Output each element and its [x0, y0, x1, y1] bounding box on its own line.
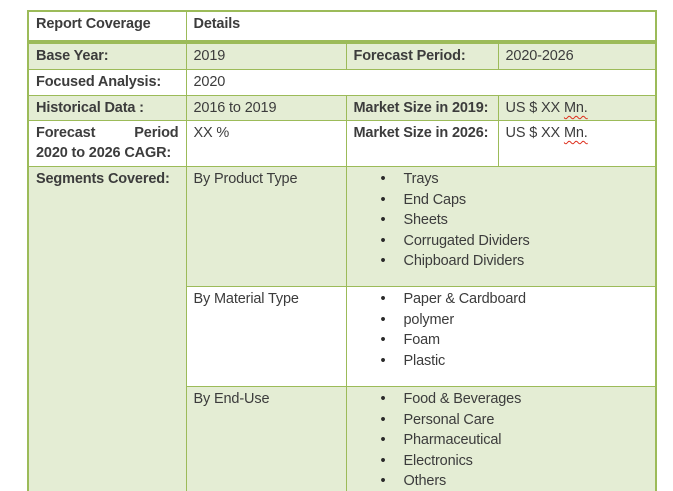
- segment-product-type-items: • Trays • End Caps • Sheets • Corrugated Div…: [345, 166, 657, 287]
- spellcheck-word: Mn.: [563, 100, 588, 116]
- segments-end-use-row: By End-Use • Food & Beverages • Personal C…: [28, 386, 657, 491]
- list-item-label: Trays: [403, 171, 439, 187]
- list-item-label: Others: [403, 473, 447, 489]
- segments-material-type-row: By Material Type • Paper & Cardboard • pol…: [28, 286, 657, 387]
- list-item-label: Chipboard Dividers: [403, 253, 525, 269]
- spellcheck-word: Mn.: [563, 125, 588, 141]
- cagr-label: Forecast Period 2020 to 2026 CAGR:: [27, 120, 187, 167]
- bullet-icon: •: [380, 473, 386, 489]
- list-item: • Paper & Cardboard: [354, 289, 649, 310]
- header-report-coverage: Report Coverage: [27, 10, 187, 44]
- cagr-row: Forecast Period 2020 to 2026 CAGR: XX % …: [27, 120, 657, 167]
- bullet-icon: •: [380, 291, 386, 307]
- cagr-value: XX %: [185, 120, 347, 167]
- bullet-list: • Paper & Cardboard • polymer • Foam • Plast…: [354, 289, 649, 371]
- list-item-label: polymer: [403, 311, 455, 328]
- segment-group-title-material-type: By Material Type: [185, 286, 347, 387]
- report-coverage-table: Report Coverage Details Base Year: 2019 …: [27, 10, 658, 491]
- list-item-label: Plastic: [403, 352, 446, 369]
- segment-material-type-items: • Paper & Cardboard • polymer • Foam • Plast…: [345, 286, 657, 387]
- market-size-2019-amount: US $ XX: [505, 100, 564, 116]
- list-item-label: Personal Care: [403, 411, 495, 428]
- forecast-period-label: Forecast Period:: [345, 41, 499, 70]
- list-item: • Pharmaceutical: [354, 430, 649, 451]
- focused-analysis-row: Focused Analysis: 2020: [27, 69, 657, 96]
- bullet-icon: •: [380, 411, 386, 428]
- historical-data-row: Historical Data : 2016 to 2019 Market Si…: [27, 95, 657, 121]
- market-size-2026-value: US $ XX Mn.: [497, 120, 657, 167]
- bullet-list: • Trays • End Caps • Sheets • Corrugated Div…: [354, 169, 649, 272]
- bullet-icon: •: [380, 352, 386, 369]
- list-item-label: Foam: [403, 332, 441, 348]
- segment-group-title-product-type: By Product Type: [185, 166, 347, 287]
- market-size-2026-amount: US $ XX: [505, 125, 564, 141]
- forecast-period-value: 2020-2026: [497, 41, 657, 70]
- bullet-icon: •: [380, 452, 386, 469]
- list-item-label: Food & Beverages: [403, 391, 522, 407]
- historical-data-value: 2016 to 2019: [185, 95, 347, 121]
- list-item: • End Caps: [354, 190, 649, 211]
- bullet-icon: •: [380, 191, 386, 208]
- list-item-label: Pharmaceutical: [403, 432, 502, 448]
- list-item: • Plastic: [354, 351, 649, 372]
- list-item-label: Sheets: [403, 212, 448, 228]
- list-item: • Corrugated Dividers: [354, 231, 649, 252]
- bullet-icon: •: [380, 232, 386, 249]
- list-item: • Trays: [354, 169, 649, 190]
- bullet-icon: •: [380, 391, 386, 407]
- market-size-2026-label: Market Size in 2026:: [345, 120, 499, 167]
- bullet-icon: •: [380, 432, 386, 448]
- focused-analysis-value: 2020: [185, 69, 657, 96]
- bullet-icon: •: [380, 332, 386, 348]
- segment-end-use-items: • Food & Beverages • Personal Care • Pharma…: [345, 386, 657, 491]
- base-year-label: Base Year:: [27, 41, 187, 70]
- list-item: • Food & Beverages: [354, 389, 649, 410]
- bullet-icon: •: [380, 212, 386, 228]
- base-year-row: Base Year: 2019 Forecast Period: 2020-20…: [27, 41, 657, 70]
- base-year-value: 2019: [185, 41, 347, 70]
- segment-group-title-end-use: By End-Use: [185, 386, 347, 491]
- list-item: • polymer: [354, 310, 649, 331]
- bullet-icon: •: [380, 253, 386, 269]
- list-item-label: Paper & Cardboard: [403, 291, 527, 307]
- list-item: • Personal Care: [354, 410, 649, 431]
- segments-product-type-row: Segments Covered: By Product Type • Trays…: [27, 166, 657, 491]
- segments-covered-label: Segments Covered:: [27, 166, 187, 491]
- list-item-label: Electronics: [403, 452, 473, 469]
- bullet-icon: •: [380, 171, 386, 187]
- list-item: • Sheets: [354, 210, 649, 231]
- header-row: Report Coverage Details: [27, 10, 657, 44]
- list-item: • Electronics: [354, 451, 649, 472]
- historical-data-label: Historical Data :: [27, 95, 187, 121]
- list-item: • Foam: [354, 330, 649, 351]
- header-details: Details: [185, 10, 657, 44]
- market-size-2019-label: Market Size in 2019:: [345, 95, 499, 121]
- list-item-label: Corrugated Dividers: [403, 232, 530, 249]
- focused-analysis-label: Focused Analysis:: [27, 69, 187, 96]
- market-size-2019-value: US $ XX Mn.: [497, 95, 657, 121]
- bullet-icon: •: [380, 311, 386, 328]
- list-item: • Others: [354, 471, 649, 491]
- list-item-label: End Caps: [403, 191, 467, 208]
- bullet-list: • Food & Beverages • Personal Care • Pharma…: [354, 389, 649, 491]
- list-item: • Chipboard Dividers: [354, 251, 649, 272]
